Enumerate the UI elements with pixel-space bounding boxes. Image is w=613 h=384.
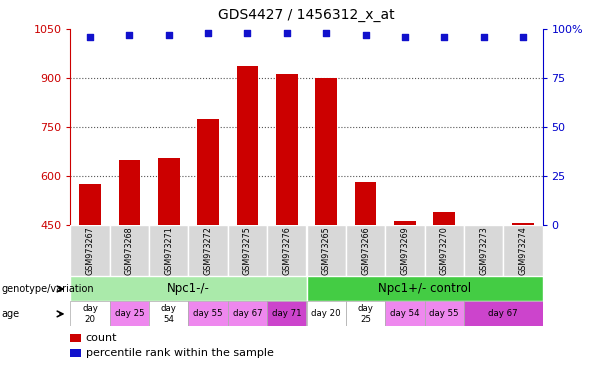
Bar [70,276,306,301]
Text: day 25: day 25 [115,310,144,318]
Text: day
54: day 54 [161,304,177,324]
Bar [267,301,306,326]
Point [282,30,292,36]
Bar [464,301,543,326]
Text: GSM973268: GSM973268 [125,226,134,275]
Bar [355,182,376,225]
Bar [267,225,306,276]
Text: GSM973267: GSM973267 [86,226,94,275]
Text: Npc1-/-: Npc1-/- [167,283,210,295]
Point [204,30,213,36]
Text: GSM973271: GSM973271 [164,226,173,275]
Point [243,30,253,36]
Bar [306,301,346,326]
Text: GSM973266: GSM973266 [361,226,370,275]
Bar [424,225,464,276]
Bar [197,119,219,225]
Bar [464,225,503,276]
Text: day 55: day 55 [193,310,223,318]
Bar [385,301,424,326]
Text: GSM973274: GSM973274 [519,226,527,275]
Bar [158,158,180,225]
Bar [512,223,534,225]
Bar [149,225,189,276]
Text: count: count [86,333,117,343]
Bar [433,212,455,225]
Text: GSM973275: GSM973275 [243,226,252,275]
Text: day 55: day 55 [429,310,459,318]
Text: day
20: day 20 [82,304,98,324]
Bar [70,334,81,343]
Text: GSM973270: GSM973270 [440,226,449,275]
Text: GDS4427 / 1456312_x_at: GDS4427 / 1456312_x_at [218,8,395,22]
Point [479,33,489,40]
Point [124,31,134,38]
Point [321,30,331,36]
Text: GSM973276: GSM973276 [283,226,291,275]
Bar [306,276,543,301]
Bar [228,225,267,276]
Text: genotype/variation: genotype/variation [1,284,94,294]
Bar [276,74,298,225]
Bar [110,225,149,276]
Bar [394,221,416,225]
Text: day 67: day 67 [489,310,518,318]
Bar [503,225,543,276]
Bar [346,225,385,276]
Point [164,31,173,38]
Text: GSM973273: GSM973273 [479,226,488,275]
Bar [79,184,101,225]
Text: day 54: day 54 [390,310,420,318]
Bar [228,301,267,326]
Text: age: age [1,309,20,319]
Point [400,33,409,40]
Text: GSM973265: GSM973265 [322,226,330,275]
Bar [70,349,81,357]
Bar [237,66,258,225]
Text: day 67: day 67 [233,310,262,318]
Text: day
25: day 25 [357,304,373,324]
Bar [306,225,346,276]
Bar [110,301,149,326]
Bar [385,225,424,276]
Bar [70,225,110,276]
Bar [315,78,337,225]
Text: GSM973269: GSM973269 [400,226,409,275]
Text: Npc1+/- control: Npc1+/- control [378,283,471,295]
Text: day 20: day 20 [311,310,341,318]
Bar [149,301,189,326]
Text: percentile rank within the sample: percentile rank within the sample [86,348,273,358]
Text: day 71: day 71 [272,310,302,318]
Point [440,33,449,40]
Point [85,33,95,40]
Text: GSM973272: GSM973272 [204,226,213,275]
Bar [424,301,464,326]
Bar [346,301,385,326]
Bar [70,301,110,326]
Bar [119,160,140,225]
Bar [189,225,228,276]
Point [360,31,370,38]
Bar [189,301,228,326]
Point [518,33,528,40]
